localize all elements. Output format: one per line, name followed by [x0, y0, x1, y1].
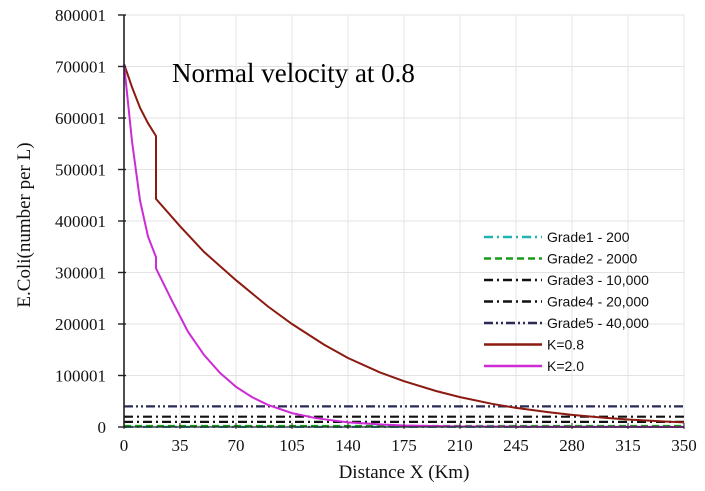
x-tick-label: 175	[391, 436, 417, 455]
axes	[118, 14, 685, 429]
legend-label: Grade4 - 20,000	[547, 294, 649, 310]
legend-label: Grade3 - 10,000	[547, 272, 649, 288]
grid	[123, 14, 685, 428]
legend-label: K=0.8	[547, 337, 584, 353]
x-tick-label: 0	[120, 436, 129, 455]
tick-labels: 0 35 70 105 140 175 210 245 280 315 350 0 100001 2000…	[55, 6, 697, 455]
series-line-6	[123, 63, 685, 424]
x-tick-label: 245	[503, 436, 529, 455]
y-tick-label: 300001	[55, 263, 106, 282]
y-tick-label: 0	[98, 418, 107, 437]
legend-label: Grade2 - 2000	[547, 251, 637, 267]
y-axis-title: E.Coli(number per L)	[14, 142, 35, 307]
legend-label: K=2.0	[547, 358, 584, 374]
x-tick-label: 350	[671, 436, 697, 455]
x-tick-label: 35	[172, 436, 189, 455]
legend-label: Grade5 - 40,000	[547, 315, 649, 331]
y-tick-label: 800001	[55, 6, 106, 25]
x-tick-label: 210	[447, 436, 473, 455]
y-tick-label: 400001	[55, 212, 106, 231]
x-tick-label: 315	[615, 436, 641, 455]
chart-title: Normal velocity at 0.8	[172, 58, 415, 88]
legend: Grade1 - 200 Grade2 - 2000 Grade3 - 10,000…	[484, 229, 649, 374]
x-tick-label: 140	[335, 436, 361, 455]
x-axis-title: Distance X (Km)	[339, 462, 470, 483]
x-tick-label: 70	[228, 436, 245, 455]
legend-label: Grade1 - 200	[547, 229, 630, 245]
y-tick-label: 200001	[55, 315, 106, 334]
y-tick-label: 500001	[55, 160, 106, 179]
y-tick-label: 600001	[55, 109, 106, 128]
x-tick-label: 105	[279, 436, 305, 455]
y-tick-label: 100001	[55, 366, 106, 385]
x-tick-label: 280	[559, 436, 585, 455]
y-tick-label: 700001	[55, 57, 106, 76]
